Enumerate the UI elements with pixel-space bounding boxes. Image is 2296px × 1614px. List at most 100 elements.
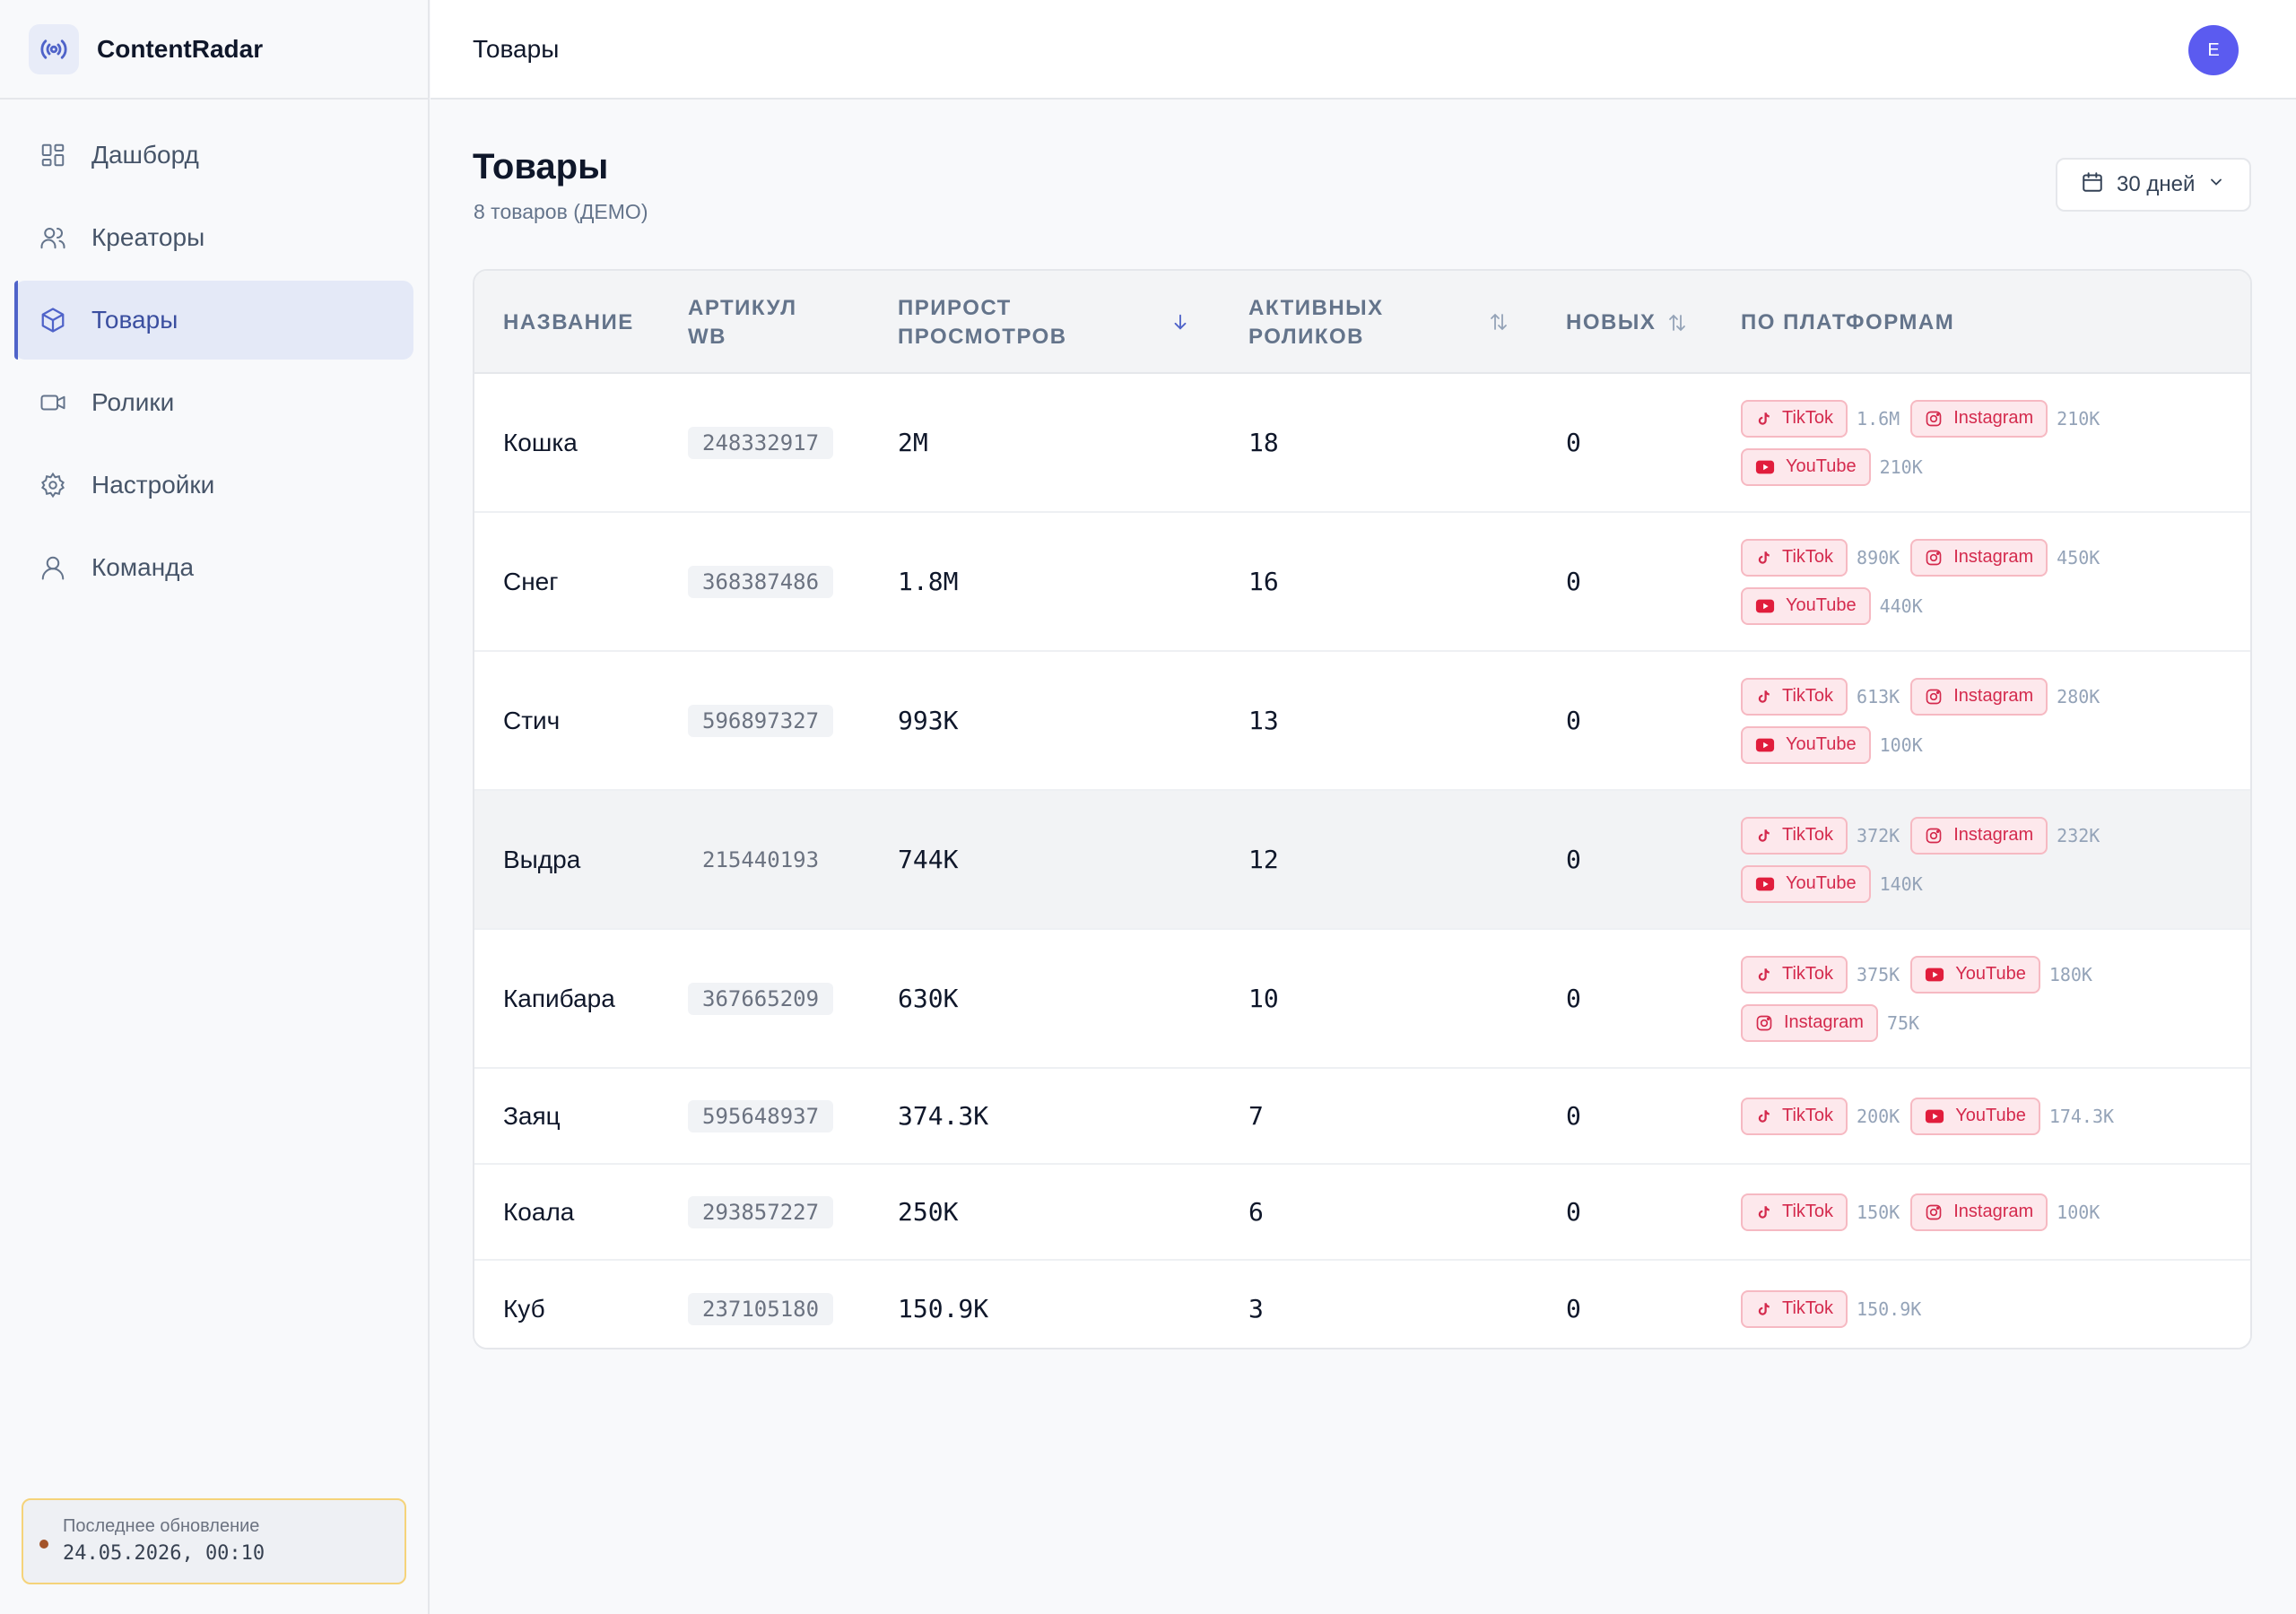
platform-views: 140K xyxy=(1879,872,1923,895)
sku-badge: 595648937 xyxy=(688,1099,834,1132)
platform-views: 375K xyxy=(1857,963,1900,985)
status-dot xyxy=(39,1540,48,1549)
platform-name: TikTok xyxy=(1782,408,1834,428)
sku-cell: 293857227 xyxy=(688,1165,834,1259)
sidebar-item-label: Товары xyxy=(91,306,178,334)
platform-views: 450K xyxy=(2057,546,2100,568)
new-videos-count: 0 xyxy=(1566,984,1581,1013)
table-row[interactable]: Заяц 595648937 374.3K 7 0 TikTok 200K YouTube 17… xyxy=(474,1069,2250,1165)
platform-name: TikTok xyxy=(1782,964,1834,984)
table-row[interactable]: Стич 596897327 993K 13 0 TikTok 613K Instagram 2… xyxy=(474,652,2250,791)
products-table: НАЗВАНИЕ АРТИКУЛ WB ПРИРОСТ ПРОСМОТРОВ А… xyxy=(473,269,2252,1349)
table-row[interactable]: Снег 368387486 1.8M 16 0 TikTok 890K Instagram 4… xyxy=(474,513,2250,652)
platform-breakdown: TikTok 613K Instagram 280K YouTube 100K xyxy=(1741,677,2110,764)
platform-name: TikTok xyxy=(1782,1298,1834,1318)
platform-line: Instagram 75K xyxy=(1741,1003,2103,1042)
platform-name: TikTok xyxy=(1782,825,1834,845)
sku-cell: 237105180 xyxy=(688,1261,834,1348)
platform-breakdown: TikTok 375K YouTube 180K Instagram 75K xyxy=(1741,955,2103,1042)
sort-toggle-icon[interactable] xyxy=(1666,311,1688,334)
product-name: Куб xyxy=(503,1294,545,1323)
platforms-cell: TikTok 890K Instagram 450K YouTube 440K xyxy=(1741,513,2110,650)
sidebar-item-dashboard[interactable]: Дашборд xyxy=(14,116,413,195)
tiktok-icon xyxy=(1755,1108,1771,1124)
col-sku-header[interactable]: АРТИКУЛ WB xyxy=(688,271,797,374)
col-new-header[interactable]: НОВЫХ xyxy=(1566,271,1688,374)
sidebar-item-creators[interactable]: Креаторы xyxy=(14,198,413,277)
table-row[interactable]: Кошка 248332917 2M 18 0 TikTok 1.6M Instagram 21… xyxy=(474,374,2250,513)
platform-name: YouTube xyxy=(1786,595,1857,615)
active-videos-count: 7 xyxy=(1248,1101,1264,1131)
table-row[interactable]: Выдра 215440193 744K 12 0 TikTok 372K Instagram… xyxy=(474,791,2250,930)
platform-line: YouTube 140K xyxy=(1741,864,2110,903)
platform-name: TikTok xyxy=(1782,547,1834,567)
views-growth: 993K xyxy=(898,706,959,735)
active-videos-count: 16 xyxy=(1248,567,1279,596)
platform-name: TikTok xyxy=(1782,686,1834,706)
product-name: Капибара xyxy=(503,984,615,1012)
date-range-select[interactable]: 30 дней xyxy=(2056,158,2251,212)
tiktok-icon xyxy=(1755,828,1771,844)
col-sku-label: АРТИКУЛ xyxy=(688,295,797,320)
platform-badge: YouTube xyxy=(1741,447,1871,486)
new-videos-count: 0 xyxy=(1566,1294,1581,1323)
sidebar-item-label: Креаторы xyxy=(91,223,205,251)
platform-views: 100K xyxy=(1879,733,1923,756)
platform-breakdown: TikTok 150K Instagram 100K xyxy=(1741,1193,2110,1231)
last-update-label: Последнее обновление xyxy=(63,1516,260,1536)
col-platforms-label: ПО ПЛАТФОРМАМ xyxy=(1741,309,1955,334)
new-videos-count: 0 xyxy=(1566,706,1581,735)
views-growth: 630K xyxy=(898,984,959,1013)
active-videos-count: 6 xyxy=(1248,1197,1264,1227)
sidebar-item-products[interactable]: Товары xyxy=(14,281,413,360)
platform-breakdown: TikTok 372K Instagram 232K YouTube 140K xyxy=(1741,816,2110,903)
col-name-header[interactable]: НАЗВАНИЕ xyxy=(503,271,634,374)
sku-badge: 237105180 xyxy=(688,1292,834,1325)
table-row[interactable]: Куб 237105180 150.9K 3 0 TikTok 150.9K xyxy=(474,1261,2250,1348)
platform-name: YouTube xyxy=(1955,964,2026,984)
sort-desc-icon[interactable] xyxy=(1170,310,1190,338)
col-views-header[interactable]: ПРИРОСТ ПРОСМОТРОВ xyxy=(898,271,1067,374)
platforms-cell: TikTok 150.9K xyxy=(1741,1261,1932,1348)
brand[interactable]: ContentRadar xyxy=(0,0,428,100)
tiktok-icon xyxy=(1755,1204,1771,1220)
sku-cell: 248332917 xyxy=(688,374,834,511)
sidebar-item-team[interactable]: Команда xyxy=(14,528,413,607)
box-icon xyxy=(38,305,68,335)
new-videos-count: 0 xyxy=(1566,1197,1581,1227)
tiktok-icon xyxy=(1755,411,1771,427)
platform-views: 372K xyxy=(1857,824,1900,846)
sku-badge: 248332917 xyxy=(688,426,834,459)
platform-views: 613K xyxy=(1857,685,1900,707)
sku-badge: 293857227 xyxy=(688,1195,834,1228)
platform-badge: TikTok xyxy=(1741,955,1848,994)
sidebar-item-settings[interactable]: Настройки xyxy=(14,446,413,525)
sort-toggle-icon[interactable] xyxy=(1488,310,1509,338)
gear-icon xyxy=(38,470,68,500)
platforms-cell: TikTok 200K YouTube 174.3K xyxy=(1741,1069,2125,1163)
sku-cell: 368387486 xyxy=(688,513,834,650)
col-active-label-2: РОЛИКОВ xyxy=(1248,324,1364,349)
platform-views: 280K xyxy=(2057,685,2100,707)
sidebar-item-label: Команда xyxy=(91,553,195,581)
platform-views: 1.6M xyxy=(1857,407,1900,430)
avatar[interactable]: E xyxy=(2188,25,2239,75)
table-body: Кошка 248332917 2M 18 0 TikTok 1.6M Instagram 21… xyxy=(474,374,2250,1348)
platform-views: 174.3K xyxy=(2048,1105,2115,1127)
col-platforms-header: ПО ПЛАТФОРМАМ xyxy=(1741,271,1954,374)
product-name: Выдра xyxy=(503,845,581,873)
table-row[interactable]: Капибара 367665209 630K 10 0 TikTok 375K YouTub… xyxy=(474,930,2250,1069)
platform-badge: Instagram xyxy=(1910,816,2048,855)
views-growth: 2M xyxy=(898,428,928,457)
sidebar-item-videos[interactable]: Ролики xyxy=(14,363,413,442)
instagram-icon xyxy=(1925,549,1943,567)
platform-line: TikTok 372K Instagram 232K xyxy=(1741,816,2110,855)
active-videos-count: 13 xyxy=(1248,706,1279,735)
instagram-icon xyxy=(1925,1203,1943,1221)
col-active-header[interactable]: АКТИВНЫХ РОЛИКОВ xyxy=(1248,271,1384,374)
table-row[interactable]: Коала 293857227 250K 6 0 TikTok 150K Instagram 1… xyxy=(474,1165,2250,1261)
platform-breakdown: TikTok 1.6M Instagram 210K YouTube 210K xyxy=(1741,399,2110,486)
date-range-label: 30 дней xyxy=(2117,172,2196,196)
platforms-cell: TikTok 1.6M Instagram 210K YouTube 210K xyxy=(1741,374,2110,511)
platform-badge: Instagram xyxy=(1910,1193,2048,1231)
